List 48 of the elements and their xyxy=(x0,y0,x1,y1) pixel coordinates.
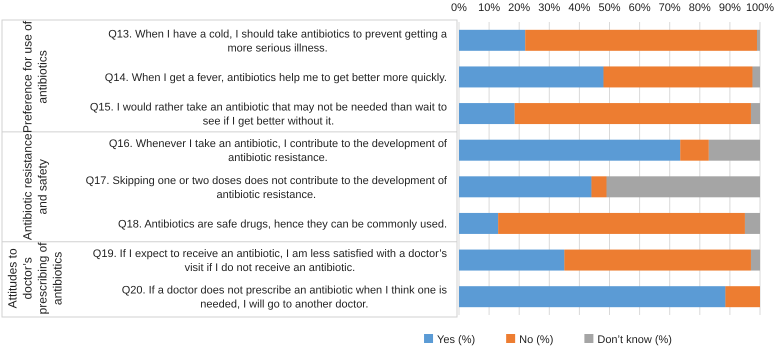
bar xyxy=(752,66,760,88)
bar xyxy=(680,140,709,161)
y-tick-label: Q15. I would rather take an antibiotic that may not be needed than wait to see if I get better without it. xyxy=(90,102,447,128)
bar xyxy=(459,176,592,198)
bar xyxy=(750,250,760,271)
x-tick-label: 90% xyxy=(718,2,742,14)
bar xyxy=(459,212,498,234)
x-tick-label: 40% xyxy=(568,2,591,14)
bar xyxy=(564,250,751,271)
x-tick-label: 20% xyxy=(508,2,530,14)
y-tick-label: Q17. Skipping one or two doses does not contribute to the development of antibiotic resistance. xyxy=(86,174,448,201)
bar xyxy=(459,250,564,271)
bar xyxy=(514,103,751,124)
y-tick-label: Q13. When I have a cold, I should take antibiotics to prevent getting a more serious illness. xyxy=(108,28,448,54)
bar xyxy=(459,140,680,161)
bar xyxy=(459,103,515,124)
text: Preference for use of antibiotics xyxy=(20,20,50,133)
bar xyxy=(459,66,604,88)
legend-label: Don’t know (%) xyxy=(597,334,672,346)
bar xyxy=(591,176,606,198)
bar xyxy=(744,212,760,234)
x-tick-label: 30% xyxy=(538,2,561,14)
x-tick-label: 70% xyxy=(658,2,681,14)
x-tick-label: 10% xyxy=(478,2,500,14)
x-tick-label: 100% xyxy=(746,2,774,14)
bar xyxy=(725,286,760,308)
bar xyxy=(459,286,726,308)
text: Attitudes to doctor’s prescribing of antibiotics xyxy=(6,242,64,314)
y-tick-label: Q20. If a doctor does not prescribe an antibiotic when I think one is needed, I will go to another doctor. xyxy=(122,284,448,311)
x-tick-label: 0% xyxy=(451,2,468,14)
text: Antibiotic resistance and safety xyxy=(20,133,50,240)
bar xyxy=(606,176,760,198)
x-tick-label: 60% xyxy=(628,2,651,14)
x-tick-label: 50% xyxy=(598,2,621,14)
y-tick-label: Q19. If I expect to receive an antibiotic, I am less satisfied with a doctor’s visit if I do not receive an antibiotic. xyxy=(92,248,448,274)
bar xyxy=(498,212,745,234)
bar xyxy=(756,30,760,51)
bar xyxy=(603,66,752,88)
bar xyxy=(525,30,757,51)
bar xyxy=(459,30,526,51)
legend-label: No (%) xyxy=(519,334,554,346)
y-tick-label: Q14. When I get a fever, antibiotics help me to get better more quickly. xyxy=(104,72,447,84)
bar xyxy=(708,140,760,161)
y-tick-label: Q18. Antibiotics are safe drugs, hence they can be commonly used. xyxy=(118,218,447,230)
legend-label: Yes (%) xyxy=(437,334,476,346)
bar xyxy=(750,103,760,124)
x-tick-label: 80% xyxy=(688,2,712,14)
y-tick-label: Q16. Whenever I take an antibiotic, I contribute to the development of antibiotic resistance. xyxy=(108,138,448,164)
